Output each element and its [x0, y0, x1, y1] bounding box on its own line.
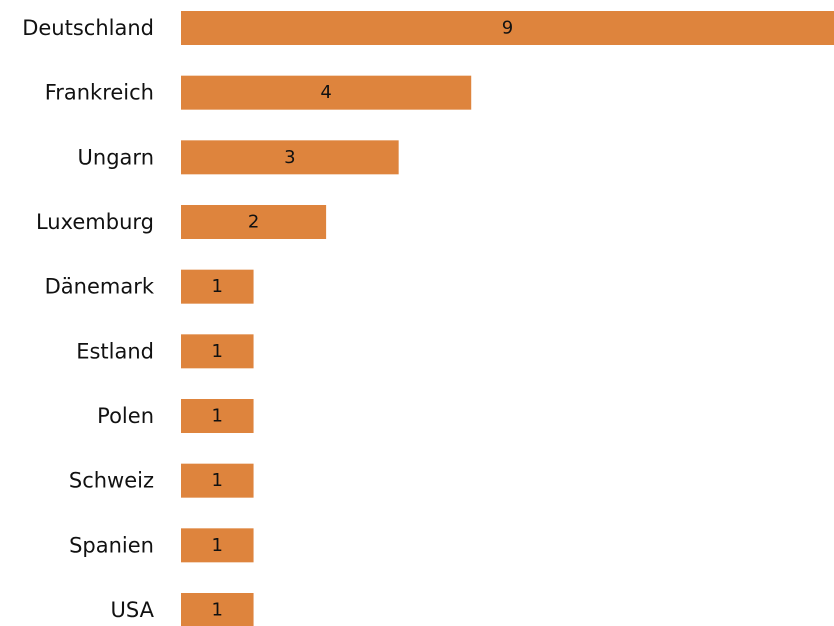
value-label: 1	[212, 535, 223, 556]
value-label: 1	[212, 470, 223, 491]
category-label: Luxemburg	[36, 210, 154, 234]
value-label: 1	[212, 276, 223, 297]
bar-polen	[181, 399, 254, 433]
value-label: 2	[248, 212, 259, 233]
category-label: USA	[111, 598, 155, 622]
bar-schweiz	[181, 463, 254, 498]
value-label: 4	[320, 82, 331, 103]
bar-usa	[181, 593, 254, 626]
category-label: Deutschland	[22, 16, 154, 40]
bar-estland	[181, 334, 254, 369]
category-label: Schweiz	[69, 469, 154, 493]
category-label: Frankreich	[45, 81, 154, 105]
value-label: 9	[502, 18, 513, 39]
bar-luxemburg	[181, 205, 327, 239]
category-label: Ungarn	[78, 145, 154, 169]
bar-dänemark	[181, 269, 254, 304]
category-label: Dänemark	[45, 275, 155, 299]
category-label: Estland	[76, 339, 154, 363]
bar-spanien	[181, 528, 254, 563]
bar-ungarn	[181, 140, 399, 175]
value-label: 3	[284, 147, 295, 168]
value-label: 1	[212, 406, 223, 427]
category-label: Spanien	[69, 533, 154, 557]
bar-deutschland	[181, 11, 834, 45]
value-label: 1	[212, 600, 223, 621]
value-label: 1	[212, 341, 223, 362]
category-label: Polen	[97, 404, 154, 428]
bar-frankreich	[181, 75, 472, 110]
